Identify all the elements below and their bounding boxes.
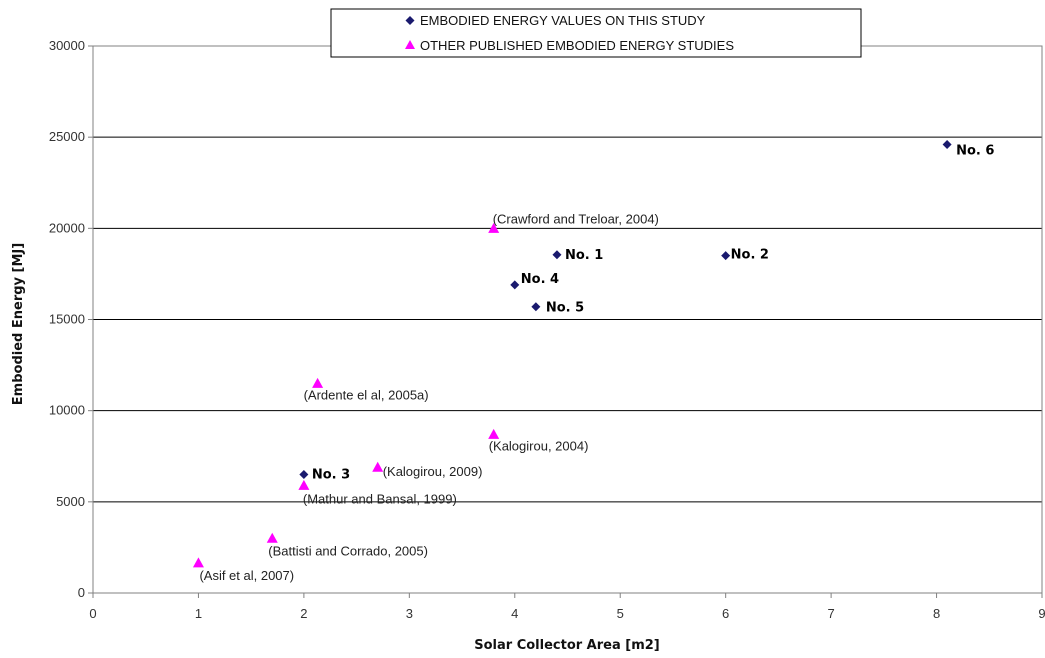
study-point-label: No. 3 [312,467,350,482]
x-axis-title: Solar Collector Area [m2] [474,638,660,653]
legend-triangle-icon [405,40,415,49]
study-point-diamond [552,250,562,260]
published-point-triangle [372,461,384,472]
gridlines [93,45,1042,503]
study-point-diamond [721,251,731,261]
y-tick-label: 20000 [49,220,85,235]
x-tick-label: 2 [300,606,307,621]
published-point-triangle [298,479,310,490]
legend: EMBODIED ENERGY VALUES ON THIS STUDY OTH… [330,8,862,58]
study-point-label: No. 5 [546,301,584,316]
study-point-label: No. 2 [731,248,769,263]
x-tick-label: 3 [406,606,413,621]
legend-item-this-study: EMBODIED ENERGY VALUES ON THIS STUDY [420,13,706,28]
published-point-label: (Ardente el al, 2005a) [304,387,429,402]
published-point-label: (Kalogirou, 2004) [489,438,589,453]
y-tick-label: 25000 [49,129,85,144]
y-tick-label: 5000 [56,494,85,509]
x-tick-label: 6 [722,606,729,621]
x-tick-label: 7 [827,606,834,621]
x-tick-label: 9 [1038,606,1045,621]
legend-box [330,8,862,58]
tick-labels: 0 5000 10000 15000 20000 25000 30000 0 1 2 3 4 5 6 7 8 9 [49,38,1045,621]
legend-diamond-icon [405,16,415,25]
published-point-label: (Crawford and Treloar, 2004) [493,211,659,226]
x-tick-label: 5 [617,606,624,621]
published-point-triangle [488,428,500,439]
published-point-triangle [192,557,204,568]
x-tick-label: 1 [195,606,202,621]
y-tick-label: 0 [78,585,85,600]
y-tick-label: 15000 [49,312,85,327]
published-point-label: (Battisti and Corrado, 2005) [268,543,428,558]
study-point-diamond [531,302,541,312]
published-point-triangle [488,222,500,233]
point-labels: No. 1 No. 2 No. 3 No. 4 No. 5 No. 6 (Crawford … [199,143,994,582]
y-tick-label: 30000 [49,38,85,53]
y-tick-label: 10000 [49,403,85,418]
x-tick-label: 4 [511,606,518,621]
published-point-label: (Asif et al, 2007) [199,568,294,583]
legend-item-other-studies: OTHER PUBLISHED EMBODIED ENERGY STUDIES [420,38,734,53]
study-point-diamond [942,139,952,149]
x-tick-label: 0 [89,606,96,621]
study-point-diamond [299,469,309,479]
study-point-label: No. 4 [521,272,559,287]
published-point-label: (Kalogirou, 2009) [383,464,483,479]
study-point-diamond [510,280,520,290]
study-point-label: No. 1 [565,248,603,263]
published-point-triangle [266,532,278,543]
published-point-triangle [312,377,324,388]
y-axis-title: Embodied Energy [MJ] [11,243,26,405]
x-tick-label: 8 [933,606,940,621]
study-point-label: No. 6 [956,143,994,158]
published-point-label: (Mathur and Bansal, 1999) [303,491,457,506]
axes [88,45,1043,598]
data-points [192,139,952,568]
